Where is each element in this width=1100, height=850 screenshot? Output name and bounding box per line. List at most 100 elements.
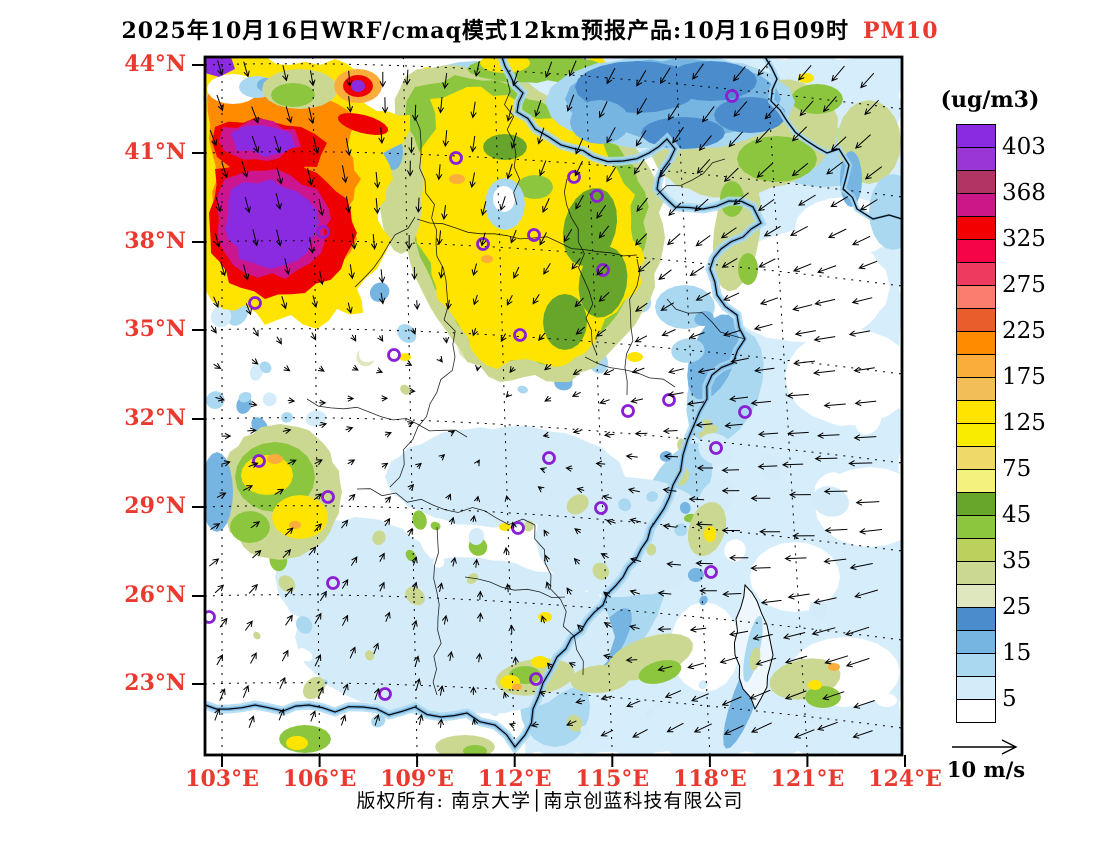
wind-vector [749,689,771,700]
wind-vector [539,232,547,246]
contour-region [230,511,270,543]
wind-vector [346,302,353,314]
colorbar-cell [956,354,996,378]
lon-axis-label: 124°E [868,766,942,792]
wind-vector [860,72,875,89]
wind-vector [404,69,411,86]
wind-vector [787,430,809,437]
wind-vector [242,485,254,491]
contour-speckle [809,599,827,619]
contour-speckle [671,338,705,363]
wind-vector [540,615,547,624]
wind-vector [596,264,608,276]
wind-vector [781,461,804,468]
wind-vector [576,624,584,631]
wind-vector [215,395,225,402]
wind-vector [851,235,871,246]
wind-vector [284,527,294,536]
wind-vector [750,495,771,502]
wind-vector [575,138,584,155]
wind-vector [600,553,609,559]
colorbar [956,124,996,723]
wind-vector [545,581,552,590]
wind-vector [750,399,771,406]
wind-vector [793,729,815,739]
wind-vector [596,204,607,219]
wind-vector [757,198,775,212]
wind-vector [827,228,847,239]
wind-vector [379,552,385,562]
wind-vector [666,722,684,733]
contour-region [481,255,493,263]
wind-vector [851,297,873,305]
wind-vector [275,336,282,345]
wind-vector [538,332,546,342]
wind-vector [313,493,323,501]
wind-vector [217,60,224,76]
colorbar-tick-label: 75 [1002,456,1032,482]
wind-vector [442,336,450,344]
wind-vector [510,132,517,150]
contour-speckle [405,549,416,562]
contour-region [805,686,841,708]
wind-vector [694,198,709,212]
wind-vector [661,329,676,337]
city-marker [449,151,463,165]
province-border [584,356,676,388]
wind-vector [754,366,775,374]
wind-vector [373,171,381,189]
colorbar-cell [956,147,996,171]
lat-axis-label: 23°N [124,670,186,696]
city-marker [387,348,401,362]
wind-vector [381,395,389,402]
lon-axis-label: 109°E [380,766,454,792]
contour-speckle [724,539,746,562]
colorbar-tick-label: 325 [1002,226,1046,252]
wind-vector [314,654,322,667]
contour-speckle [811,486,849,517]
wind-vector [688,496,705,503]
wind-vector [474,61,481,78]
wind-vector [351,364,359,371]
wind-vector [242,684,250,698]
wind-vector [285,106,293,124]
wind-vector [729,554,749,562]
colorbar-cell [956,676,996,700]
wind-vector [858,260,878,270]
wind-vector [598,225,610,239]
contour-speckle [592,562,609,580]
wind-vector [252,549,262,559]
wind-vector [831,65,845,82]
wind-vector [350,556,358,566]
wind-vector [244,196,251,214]
wind-vector [603,369,615,375]
wind-vector [471,717,479,725]
wind-vector [791,126,808,142]
wind-vector [689,265,705,276]
colorbar-tick-label: 15 [1002,640,1032,666]
wind-vector [475,652,483,663]
city-marker [725,89,739,103]
wind-vector [789,225,808,236]
contour-speckle [249,362,263,381]
wind-vector [512,656,519,665]
contour-speckle [856,408,882,435]
wind-vector [252,327,259,337]
city-marker [709,441,723,455]
wind-vector [441,614,449,625]
wind-vector [406,160,414,177]
colorbar-unit-label: (ug/m3) [940,87,1040,113]
wind-vector [723,724,744,735]
wind-vector [544,554,551,563]
colorbar-tick-label: 175 [1002,364,1046,390]
wind-vector [657,625,671,633]
wind-vector [377,334,384,342]
wind-vector [221,432,232,440]
province-border [306,398,468,438]
wind-vector [345,196,352,214]
wind-vector [411,267,418,281]
wind-vector [539,467,547,474]
wind-vector [378,127,385,145]
wind-vector [826,161,843,175]
wind-vector [859,199,878,211]
